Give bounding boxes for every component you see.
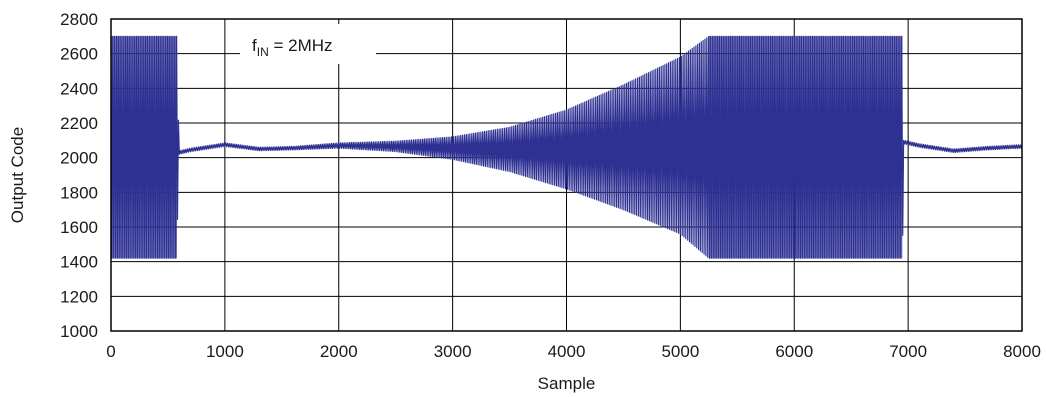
y-tick-label: 2400 — [60, 79, 98, 98]
series-line — [110, 35, 1023, 259]
annotation-text: fIN = 2MHz — [252, 36, 333, 59]
annotation-rest: = 2MHz — [269, 36, 333, 55]
saturated-band — [111, 36, 177, 259]
y-tick-label: 2600 — [60, 45, 98, 64]
x-tick-label: 4000 — [548, 342, 586, 361]
annotation: fIN = 2MHz — [240, 24, 376, 64]
y-tick-label: 2200 — [60, 114, 98, 133]
x-tick-label: 3000 — [434, 342, 472, 361]
y-tick-label: 1000 — [60, 322, 98, 341]
x-tick-labels: 0 1000 2000 3000 4000 5000 6000 7000 8000 — [106, 342, 1041, 361]
y-tick-label: 2800 — [60, 10, 98, 29]
y-tick-labels: 1000 1200 1400 1600 1800 2000 2200 2400 2600 2800 — [60, 10, 98, 341]
saturated-band — [708, 36, 903, 259]
y-tick-label: 1400 — [60, 253, 98, 272]
x-tick-label: 5000 — [661, 342, 699, 361]
y-tick-label: 1600 — [60, 218, 98, 237]
plot-border — [110, 18, 1023, 332]
y-tick-label: 1200 — [60, 287, 98, 306]
x-tick-label: 1000 — [206, 342, 244, 361]
x-axis-label: Sample — [538, 374, 596, 393]
y-tick-label: 2000 — [60, 149, 98, 168]
x-tick-label: 0 — [106, 342, 115, 361]
x-tick-label: 2000 — [320, 342, 358, 361]
annotation-main: f — [252, 36, 257, 55]
annotation-background — [240, 24, 376, 64]
x-tick-label: 6000 — [775, 342, 813, 361]
y-tick-label: 1800 — [60, 183, 98, 202]
x-tick-label: 8000 — [1003, 342, 1041, 361]
y-axis-label: Output Code — [8, 127, 27, 223]
annotation-subscript: IN — [257, 45, 269, 59]
x-tick-label: 7000 — [889, 342, 927, 361]
